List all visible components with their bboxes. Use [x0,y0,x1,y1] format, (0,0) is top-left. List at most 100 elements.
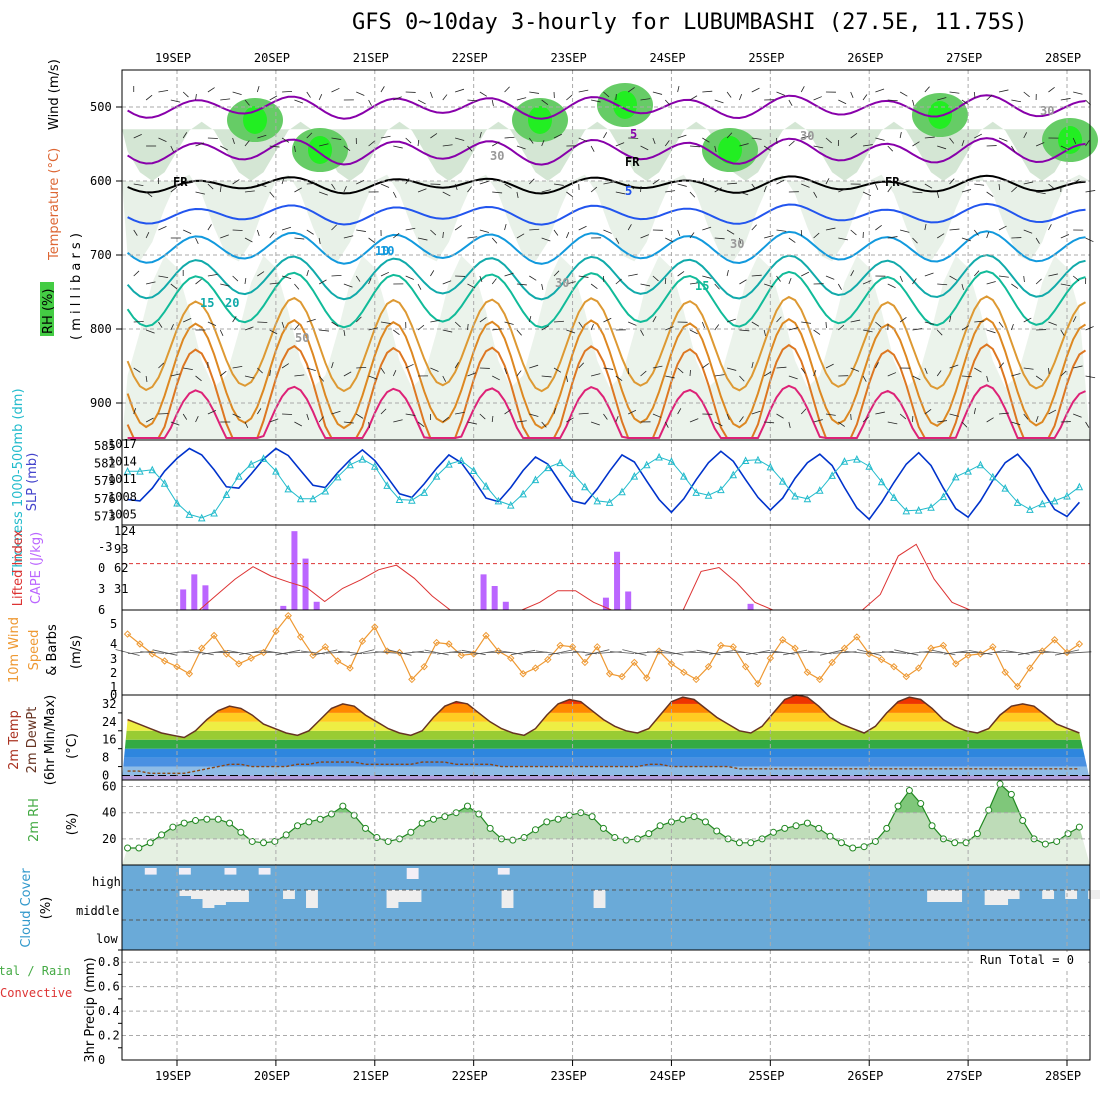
date-label-top: 24SEP [649,51,685,65]
wind-barb [689,282,700,285]
cloud-mid-gap [225,890,238,902]
wind-barb-10m [313,649,338,656]
wind-barb [776,316,782,323]
wind-barb-10m [239,650,264,655]
wind-barb [504,136,515,139]
wind-barb [998,183,1001,191]
rh-marker [951,839,959,847]
wind-barb [269,95,278,101]
wind-speed-marker [1001,668,1009,677]
thickness-marker [432,472,441,480]
wind-barb [591,99,601,103]
wind-barb [850,133,858,139]
wind-barb [516,97,527,101]
wind-speed-marker [432,638,441,647]
rh-marker [883,824,891,832]
wind-barb [763,329,766,337]
thickness-marker [605,498,614,506]
thickness-marker [815,486,824,494]
wind-barb [541,140,545,147]
wind-barb-10m [745,650,771,655]
rh-ytick: 40 [102,806,116,820]
wind-barb [739,375,745,382]
wind-speed-marker [296,633,305,641]
temperature-contour [126,230,1086,265]
wind-barb [170,421,180,426]
wind-speed-marker [952,660,960,668]
wind-barb [776,229,787,232]
wind-barb [256,85,260,93]
rh-marker [520,834,528,842]
slp-line [127,447,1081,521]
cloud-mid-gap [214,890,226,905]
wind-barb [528,137,534,144]
wind-barb [529,178,535,185]
wind-barb [467,236,478,239]
wind-barb [788,99,793,106]
upper-axis-label-group: ( m i l l i b a r s ) [69,233,84,340]
wind-barb [1048,224,1052,231]
wind-barb [553,133,562,139]
cloud-mid-gap [1007,890,1020,899]
wind-barb [442,144,453,147]
wind-barb [1035,142,1045,147]
wind-barb [417,139,420,147]
wind-barb [615,416,619,423]
temp-band [122,766,1090,776]
contour-label: 30 [800,129,814,143]
wind-barb [343,283,353,288]
wind-barb [256,229,260,237]
rh-ylabel-unit: (%) [65,813,80,836]
cloud-mid-gap [501,890,514,908]
rh-marker [543,818,551,826]
wind-barb-10m [622,649,647,656]
wind-barb [368,237,375,244]
wind-barb-10m [943,650,968,655]
wind-barb [257,271,265,277]
wind-barb [306,182,317,185]
wind-barb [257,183,267,188]
wind-barb [331,274,342,277]
thickness-marker [395,495,404,503]
wind-barb [331,137,342,140]
wind-barb [541,189,551,193]
cape-ylabel-right-group: CAPE (J/kg) [29,532,44,604]
contour-label: FR [625,155,640,169]
wind-barb [702,137,710,143]
temp-ylabel-unit: (°C) [65,733,80,759]
wind-barb [454,362,459,369]
wind-barb [887,421,898,425]
cloud-mid-gap [1065,890,1078,899]
wind-barb [603,132,608,139]
temp-band [122,695,1090,704]
wind-barb [455,411,465,415]
wind-barb [714,237,725,240]
wind-barb [220,283,230,287]
wind-barb [1073,365,1083,369]
wind-speed-marker [840,644,849,652]
wind-barb [405,137,412,144]
temp-ytick: 32 [102,697,116,711]
wind-barb [998,89,1009,93]
wind-barb [158,137,167,142]
wind-barb [986,329,996,334]
wind-barb [220,98,231,101]
wind-barb [244,237,253,243]
cloud-high-gap [144,868,157,875]
wind-barb-10m [820,649,845,656]
contour-label: FR [173,175,188,189]
wind-barb [628,409,637,415]
thickness-marker [333,472,342,481]
wind-barb [182,413,188,420]
wind-speed-marker [198,644,206,652]
temp-ylabel-line1-group: 2m Temp [7,710,22,770]
rh-marker [418,819,426,827]
thickness-marker [531,475,540,484]
wind-speed-marker [1050,636,1059,644]
thickness-marker [791,491,799,500]
thickness-marker [667,457,676,465]
wind-barb [504,321,514,325]
wind-barb [677,408,682,415]
thickness-marker [902,506,911,515]
wind-barb-10m [202,650,227,655]
